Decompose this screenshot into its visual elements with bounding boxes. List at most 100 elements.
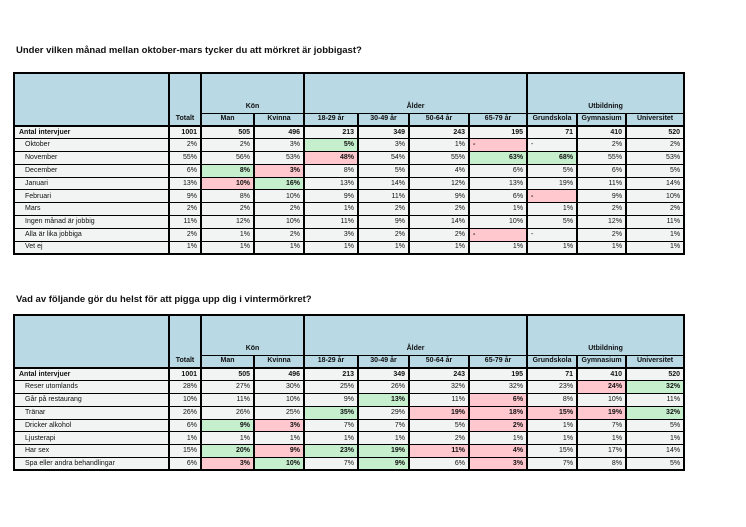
row-label-cell: Tränar [13,405,170,420]
value-cell: 27% [200,380,255,395]
value-cell: 4% [468,444,529,459]
row-label-cell: Oktober [13,138,170,153]
value-cell: 10% [252,393,306,407]
value-cell: 10% [168,393,202,407]
value-cell: 505 [200,367,255,382]
value-cell: 2% [625,138,686,153]
value-cell: 29% [357,405,411,420]
value-cell: 71 [526,125,579,140]
table-row: Mars 2% 2% 2% 1% 2% 2% 1% 1% 2% 2% [13,202,686,217]
value-cell: 56% [200,151,255,165]
value-cell: 1001 [168,367,202,382]
value-cell: 6% [468,163,529,178]
value-cell: 32% [625,380,686,395]
value-cell: 1% [625,431,686,446]
table-row: Tränar 26% 26% 25% 35% 29% 19% 18% 15% 19% 32% [13,405,686,420]
value-cell: 25% [303,380,360,395]
value-cell: 9% [252,444,306,459]
table-row: Januari 13% 10% 16% 13% 14% 12% 13% 19% 11% 14% [13,176,686,191]
value-cell: 2% [168,202,202,217]
value-cell: 410 [576,367,628,382]
value-cell: 26% [168,405,202,420]
value-cell: 32% [468,380,529,395]
table-row: Vet ej 1% 1% 1% 1% 1% 1% 1% 1% 1% 1% [13,240,686,255]
value-cell: 1% [357,240,411,255]
value-cell: 63% [468,151,529,165]
table-row: Februari 9% 8% 10% 9% 11% 9% 6% -9% 10% [13,189,686,204]
value-cell: 5% [303,138,360,153]
value-cell: 1% [468,431,529,446]
value-cell: 2% [625,202,686,217]
value-cell: 8% [576,457,628,471]
value-cell: 1% [303,202,360,217]
value-cell: 1% [168,431,202,446]
header-group-row: Totalt Kön Ålder Utbildning [13,72,686,127]
table-row: Har sex 15% 20% 9% 23% 19% 11% 4% 15% 17% 14% [13,444,686,459]
value-cell: 6% [468,393,529,407]
value-cell: 5% [408,418,471,433]
value-cell: 505 [200,125,255,140]
column-header-cell: Man [200,112,255,127]
question-title-1: Under vilken månad mellan oktober-mars t… [16,45,362,56]
column-header-cell: 18-29 år [303,112,360,127]
value-cell: 195 [468,125,529,140]
value-cell: 2% [357,227,411,242]
column-header-cell: 18-29 år [303,354,360,369]
value-cell: 243 [408,125,471,140]
value-cell: 9% [200,418,255,433]
value-cell: 71 [526,367,579,382]
value-cell: 23% [303,444,360,459]
table-row: December 6% 8% 3% 8% 5% 4% 6% 5% 6% 5% [13,163,686,178]
value-cell: 6% [576,163,628,178]
row-label-cell: Går på restaurang [13,393,170,407]
value-cell: 24% [576,380,628,395]
value-cell: 1% [526,418,579,433]
value-cell: - [526,189,579,204]
row-label-cell: Mars [13,202,170,217]
group-header-cell: Ålder [303,314,529,356]
column-header-cell: Gymnasium [576,112,628,127]
value-cell: 1% [468,240,529,255]
value-cell: 9% [357,215,411,229]
value-cell: 30% [252,380,306,395]
value-cell: 520 [625,125,686,140]
value-cell: 213 [303,367,360,382]
value-cell: 3% [252,163,306,178]
column-header-cell: Grundskola [526,112,579,127]
value-cell: 1% [526,202,579,217]
value-cell: 17% [576,444,628,459]
value-cell: 19% [576,405,628,420]
column-header-cell: Universitet [625,354,686,369]
value-cell: 11% [625,393,686,407]
row-label-cell: Vet ej [13,240,170,255]
value-cell: 5% [625,418,686,433]
value-cell: 1% [468,202,529,217]
value-cell: 2% [252,227,306,242]
value-cell: 11% [357,189,411,204]
column-header-cell: Kvinna [252,112,306,127]
value-cell: 1% [200,240,255,255]
value-cell: 28% [168,380,202,395]
value-cell: 15% [526,405,579,420]
value-cell: 3% [468,457,529,471]
value-cell: 15% [168,444,202,459]
value-cell: 13% [303,176,360,191]
value-cell: 25% [252,405,306,420]
value-cell: 1% [576,240,628,255]
value-cell: 12% [576,215,628,229]
value-cell: 349 [357,367,411,382]
value-cell: 8% [200,163,255,178]
value-cell: 55% [408,151,471,165]
group-header-cell: Kön [199,314,306,356]
value-cell: 10% [468,215,529,229]
value-cell: 6% [168,457,202,471]
value-cell: 2% [252,202,306,217]
value-cell: 9% [303,189,360,204]
value-cell: 5% [625,457,686,471]
row-label-cell: Januari [13,176,170,191]
column-header-cell: Grundskola [526,354,579,369]
corner-cell [13,72,170,127]
value-cell: 6% [168,418,202,433]
value-cell: 3% [200,457,255,471]
group-header-cell: Ålder [303,72,529,114]
